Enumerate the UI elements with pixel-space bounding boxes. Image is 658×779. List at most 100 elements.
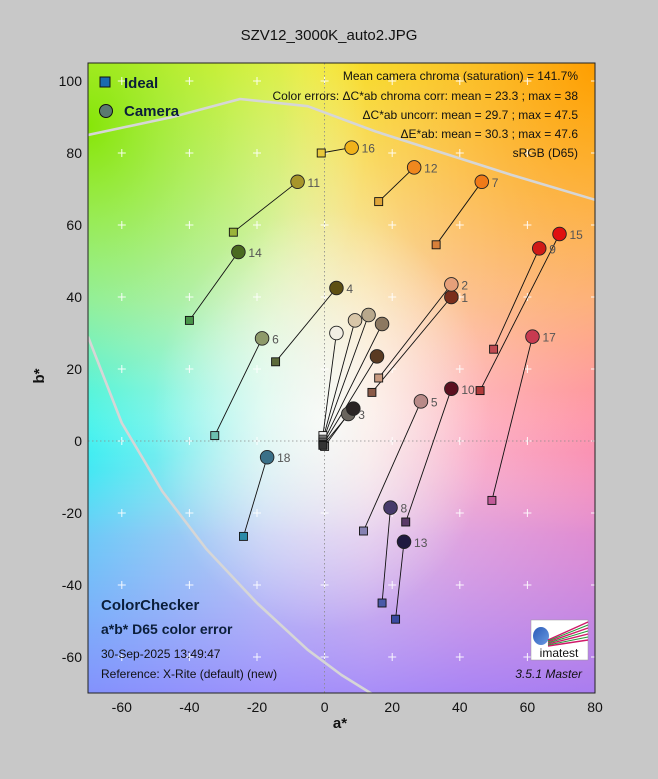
legend-ideal-label: Ideal <box>124 75 158 92</box>
grid-mark <box>455 365 464 373</box>
x-tick-label: 20 <box>384 699 400 715</box>
grid-mark <box>117 509 126 517</box>
info-block: Mean camera chroma (saturation) = 141.7%… <box>273 69 579 160</box>
ideal-marker-8 <box>377 598 387 608</box>
info-chroma-uncorr: ΔC*ab uncorr: mean = 29.7 ; max = 47.5 <box>363 108 579 122</box>
legend-ideal-marker <box>99 76 111 88</box>
camera-marker-11 <box>290 174 305 190</box>
camera-marker-12 <box>406 160 422 175</box>
error-line-10 <box>405 388 452 523</box>
grid-mark <box>455 509 464 517</box>
camera-marker-23 <box>369 349 385 364</box>
info-chroma-corr: Color errors: ΔC*ab chroma corr: mean = … <box>273 89 579 103</box>
ideal-marker-2 <box>374 373 384 383</box>
plot-frame <box>87 62 596 694</box>
error-line-9 <box>493 248 540 350</box>
ideal-marker-17 <box>487 495 497 505</box>
camera-marker-4 <box>329 280 344 296</box>
grid-mark <box>591 581 595 589</box>
y-tick-label: -20 <box>62 505 82 521</box>
error-line-18 <box>243 457 268 537</box>
y-tick-label: 100 <box>59 73 83 89</box>
grid-mark <box>523 149 532 157</box>
error-lines-layer <box>189 147 560 620</box>
grid-mark <box>388 365 397 373</box>
x-tick-label: -40 <box>179 699 199 715</box>
x-tick-label: 40 <box>452 699 468 715</box>
ideal-marker-9 <box>489 344 499 354</box>
legend-camera-marker <box>99 104 113 118</box>
x-tick-label: 60 <box>520 699 536 715</box>
legend-camera-label: Camera <box>124 103 180 120</box>
colorchecker-title: ColorChecker <box>101 597 200 614</box>
grid-mark <box>591 149 595 157</box>
ideal-marker-1 <box>367 387 377 397</box>
patch-label-17: 17 <box>542 331 556 345</box>
gamut-boundary-upper <box>88 97 595 202</box>
grid-mark <box>185 221 194 229</box>
ideal-marker-18 <box>239 531 248 541</box>
gamut-boundary-layer <box>88 97 595 693</box>
camera-marker-8 <box>383 500 398 515</box>
camera-marker-7 <box>474 174 490 190</box>
camera-marker-22 <box>374 316 390 332</box>
grid-mark <box>455 653 464 661</box>
error-line-22 <box>322 323 383 444</box>
camera-marker-13 <box>396 534 412 550</box>
grid-mark <box>253 581 261 589</box>
grid-mark <box>117 293 126 301</box>
patch-label-9: 9 <box>549 242 556 256</box>
patch-label-10: 10 <box>461 383 475 397</box>
reference-text: Reference: X-Rite (default) (new) <box>101 667 277 681</box>
error-line-2 <box>378 284 452 379</box>
patch-label-2: 2 <box>461 278 468 292</box>
grid-mark <box>253 149 261 157</box>
camera-marker-21 <box>361 307 376 323</box>
grid-mark <box>185 509 194 517</box>
ideal-marker-24 <box>318 440 328 450</box>
error-line-20 <box>322 320 356 440</box>
ideal-marker-4 <box>271 357 281 367</box>
grid-mark <box>388 149 397 157</box>
grid-mark <box>388 77 397 85</box>
info-chroma: Mean camera chroma (saturation) = 141.7% <box>343 69 578 83</box>
grid-mark <box>117 365 126 373</box>
error-line-1 <box>371 296 452 393</box>
x-axis-label: a* <box>333 715 347 732</box>
error-line-21 <box>322 314 369 442</box>
grid-mark <box>117 581 126 589</box>
gamut-background <box>88 63 595 693</box>
grid-mark <box>523 581 532 589</box>
grid-mark <box>591 221 595 229</box>
y-tick-label: -60 <box>62 649 82 665</box>
grid-mark <box>388 221 397 229</box>
error-line-6 <box>214 338 263 436</box>
grid-mark <box>253 77 261 85</box>
grid-mark <box>253 293 261 301</box>
y-axis-label: b* <box>31 368 48 383</box>
camera-marker-6 <box>254 331 270 346</box>
grid-mark <box>185 149 194 157</box>
camera-marker-18 <box>259 449 275 465</box>
grid-mark <box>117 221 126 229</box>
grid-mark <box>455 581 464 589</box>
patch-label-12: 12 <box>424 161 438 175</box>
error-line-7 <box>435 181 483 246</box>
ideal-marker-15 <box>475 386 485 396</box>
patch-label-14: 14 <box>248 246 262 260</box>
error-line-4 <box>275 287 337 363</box>
camera-marker-1 <box>444 289 459 305</box>
grid-mark <box>523 653 532 661</box>
info-colorspace: sRGB (D65) <box>513 146 578 160</box>
y-tick-label: 40 <box>66 289 82 305</box>
grid-mark <box>253 221 261 229</box>
gamut-boundary-lower <box>88 336 373 693</box>
grid-mark <box>455 149 464 157</box>
camera-marker-19 <box>329 325 344 341</box>
x-tick-label: -60 <box>112 699 132 715</box>
x-tick-label: 80 <box>587 699 603 715</box>
patch-label-8: 8 <box>401 502 408 516</box>
grid-mark <box>388 581 397 589</box>
patch-label-16: 16 <box>362 142 376 156</box>
